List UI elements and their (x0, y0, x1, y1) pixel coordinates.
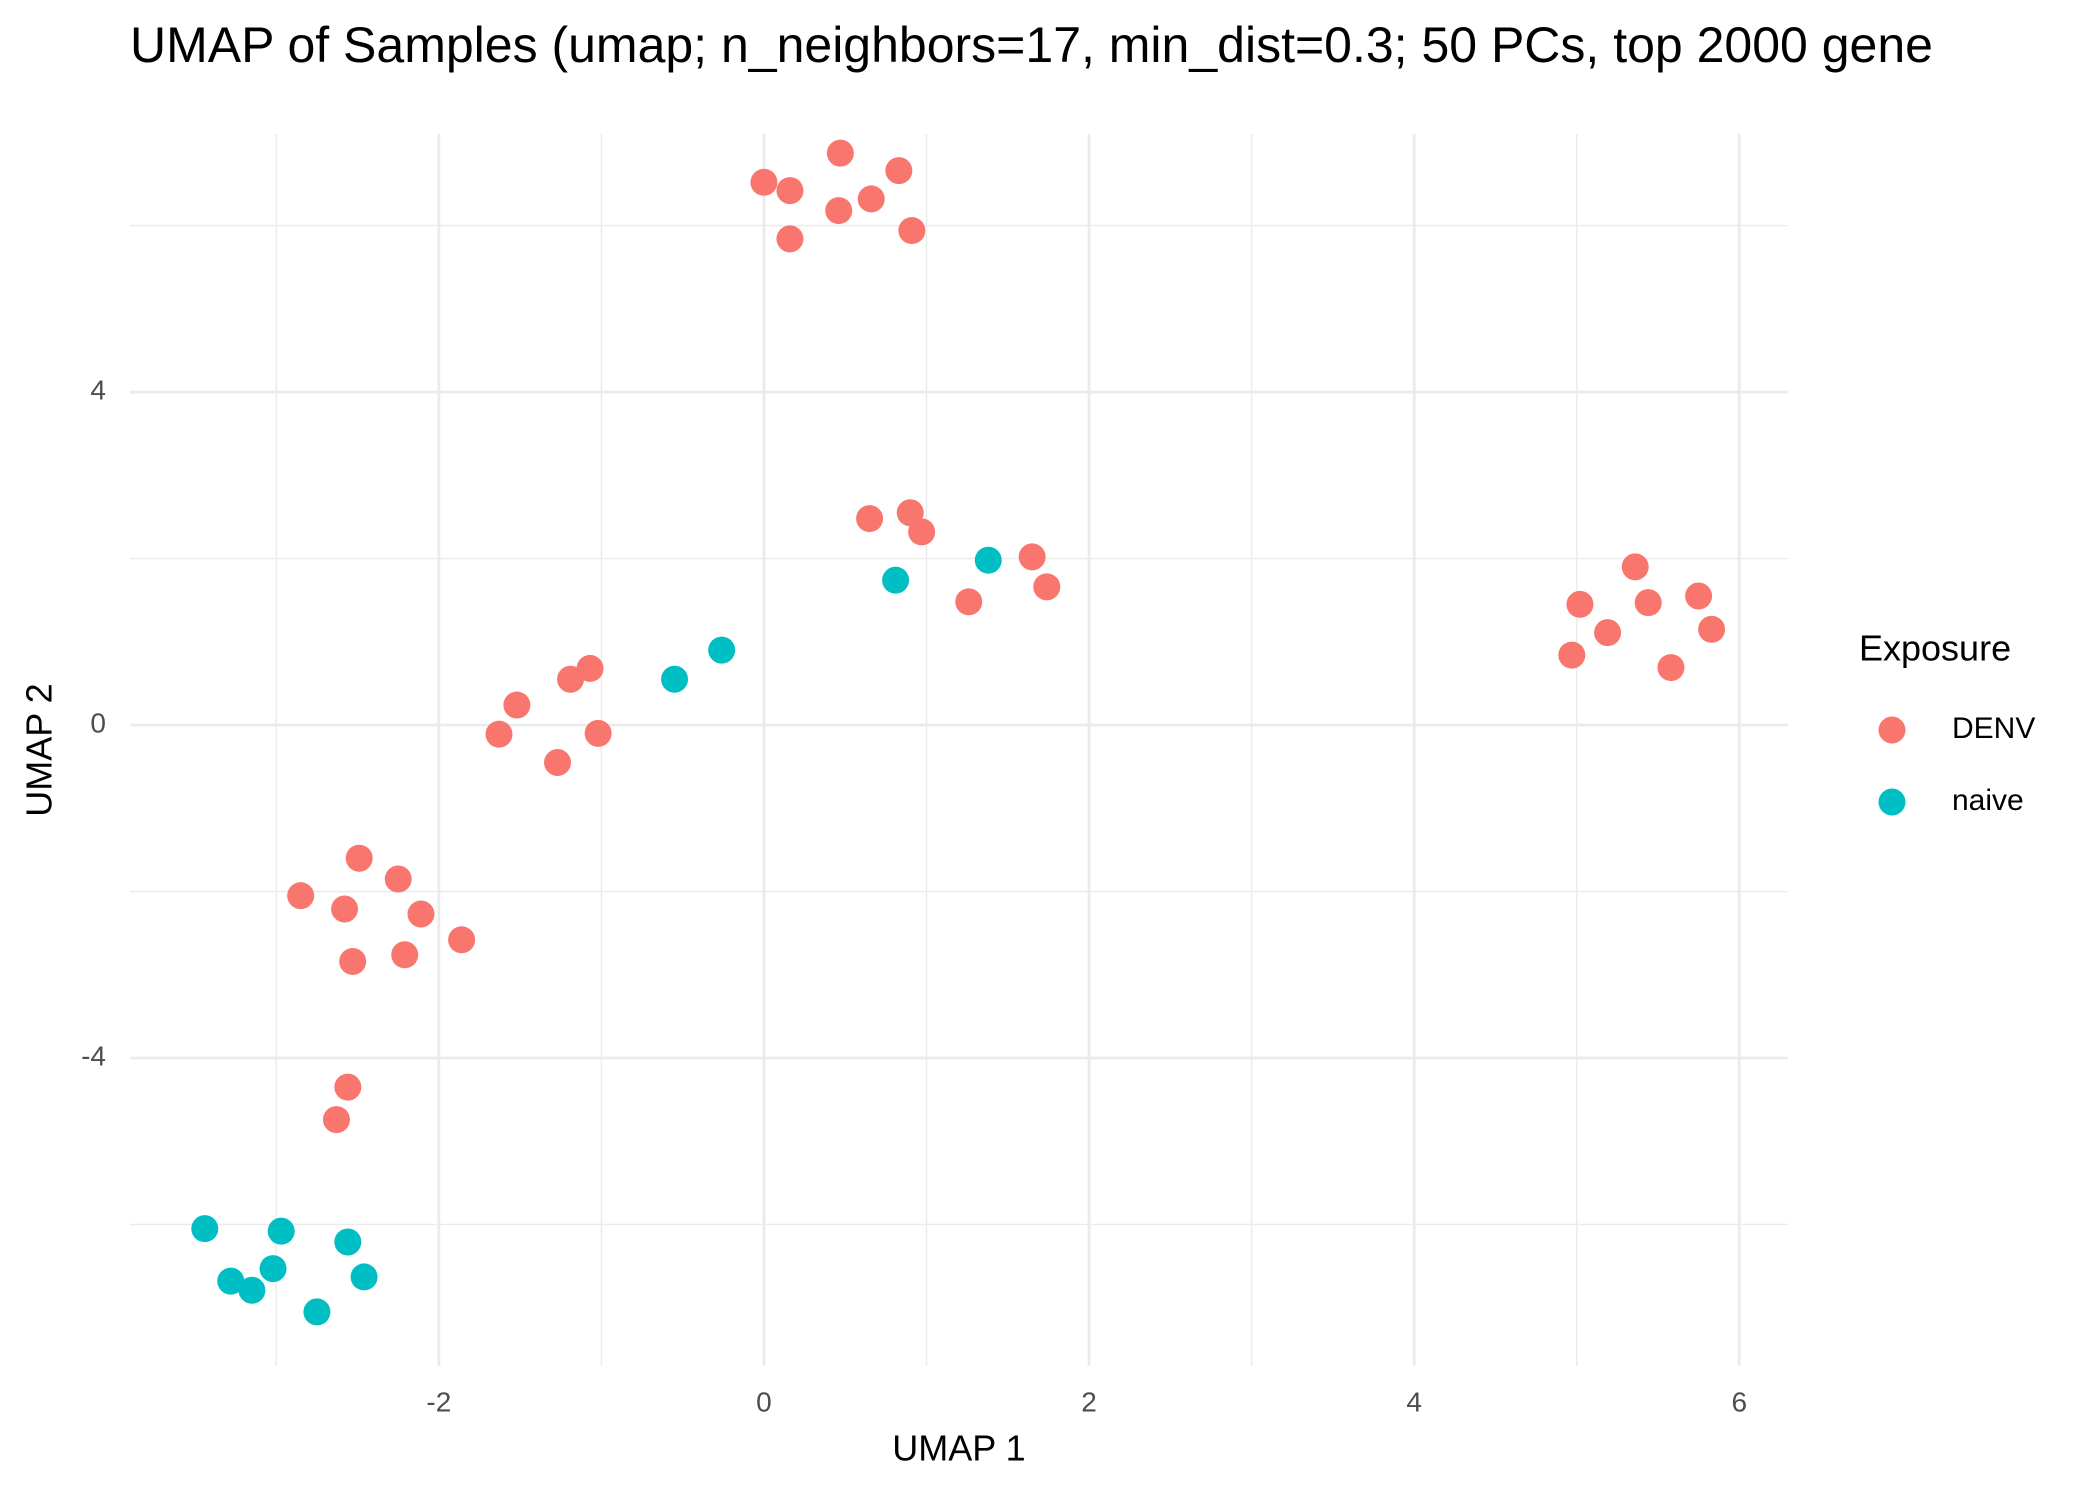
point (776, 177, 804, 205)
point (448, 926, 476, 954)
x-tick-label: 6 (1731, 1386, 1747, 1417)
x-axis-title: UMAP 1 (892, 1428, 1025, 1469)
point (287, 882, 315, 910)
legend-key (1878, 716, 1906, 744)
point (750, 168, 778, 196)
point (955, 588, 983, 616)
point (1634, 589, 1662, 617)
point (350, 1263, 378, 1291)
point (334, 1228, 362, 1256)
point (1018, 543, 1046, 571)
point (825, 197, 853, 225)
point (345, 844, 373, 872)
point (908, 518, 936, 546)
point (259, 1255, 287, 1283)
point (576, 654, 604, 682)
point (882, 566, 910, 594)
point (1594, 619, 1622, 647)
point (339, 947, 367, 975)
legend-label: naive (1952, 784, 2024, 817)
point (331, 895, 359, 923)
point (334, 1073, 362, 1101)
point (584, 719, 612, 747)
point (544, 748, 572, 776)
point (776, 225, 804, 253)
point (303, 1298, 331, 1326)
y-tick-label: -4 (81, 1040, 106, 1071)
point (1698, 615, 1726, 643)
point (708, 636, 736, 664)
point (267, 1217, 295, 1245)
point (1621, 553, 1649, 581)
point (898, 217, 926, 245)
point (384, 865, 412, 893)
x-tick-label: -2 (426, 1386, 451, 1417)
point (391, 941, 419, 969)
chart-title: UMAP of Samples (umap; n_neighbors=17, m… (130, 17, 1933, 73)
point (217, 1267, 245, 1295)
y-tick-label: 4 (90, 374, 106, 405)
legend-key (1878, 788, 1906, 816)
point (503, 691, 531, 719)
point (322, 1106, 350, 1134)
x-tick-label: 4 (1406, 1386, 1422, 1417)
x-tick-label: 2 (1081, 1386, 1097, 1417)
point (1033, 573, 1061, 601)
point (485, 720, 513, 748)
point (1566, 590, 1594, 618)
point (1685, 582, 1713, 610)
point (974, 546, 1002, 574)
point (661, 665, 689, 693)
point (407, 900, 435, 928)
y-tick-label: 0 (90, 707, 106, 738)
point (857, 185, 885, 213)
y-axis-title: UMAP 2 (19, 683, 60, 816)
point (1558, 641, 1586, 669)
point (826, 139, 854, 167)
legend-label: DENV (1952, 712, 2035, 745)
point (1657, 654, 1685, 682)
point (856, 505, 884, 533)
x-tick-label: 0 (756, 1386, 772, 1417)
point (191, 1215, 219, 1243)
point (885, 157, 913, 185)
legend-title: Exposure (1859, 628, 2011, 669)
point (238, 1276, 266, 1304)
